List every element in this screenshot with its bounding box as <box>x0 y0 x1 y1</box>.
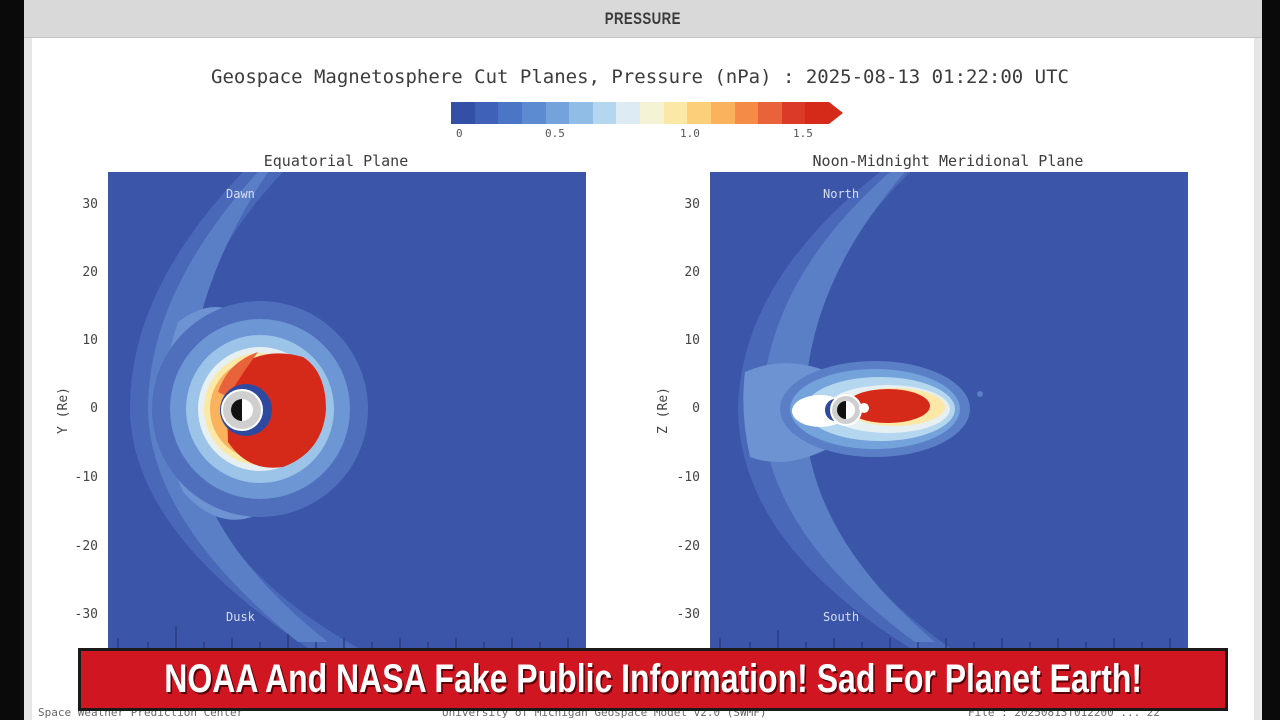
colorbar-segment <box>616 102 640 124</box>
north-label: North <box>823 187 860 201</box>
colorbar-segment <box>805 102 829 124</box>
right-plot-title: Noon-Midnight Meridional Plane <box>812 152 1084 170</box>
colorbar-segment <box>640 102 664 124</box>
equatorial-contour-svg <box>117 172 569 648</box>
dusk-label: Dusk <box>226 610 255 624</box>
south-label: South <box>823 610 860 624</box>
left-plot-title: Equatorial Plane <box>263 152 409 170</box>
colorbar-tick: 0.5 <box>545 127 565 140</box>
right-ytick: 10 <box>684 333 700 348</box>
colorbar-segment <box>569 102 593 124</box>
right-ytick: -10 <box>676 470 700 485</box>
colorbar-segment <box>545 102 570 124</box>
left-ytick: 10 <box>82 333 98 348</box>
left-ytick: 0 <box>90 401 98 416</box>
colorbar-tick: 1.0 <box>680 127 700 140</box>
colorbar-segment <box>592 102 617 124</box>
headline-banner: NOAA And NASA Fake Public Information! S… <box>78 648 1228 711</box>
colorbar-segment <box>781 102 806 124</box>
colorbar-segment <box>521 102 546 124</box>
right-ytick: 20 <box>684 265 700 280</box>
colorbar-tick: 1.5 <box>793 127 813 140</box>
meridional-contour-svg <box>719 172 1171 648</box>
colorbar-segment <box>734 102 759 124</box>
left-ytick: -20 <box>74 539 98 554</box>
right-ytick: 30 <box>684 197 700 212</box>
tab-title: PRESSURE <box>604 8 682 28</box>
equatorial-plane-plot: Dawn Dusk <box>108 172 586 648</box>
figure-title: Geospace Magnetosphere Cut Planes, Press… <box>211 66 1069 88</box>
colorbar-segment <box>710 102 735 124</box>
colorbar-segment <box>474 102 499 124</box>
right-ytick: -30 <box>676 607 700 622</box>
right-ytick: -20 <box>676 539 700 554</box>
left-ytick: 30 <box>82 197 98 212</box>
colorbar-tick: 0 <box>456 127 463 140</box>
tab-header[interactable]: PRESSURE <box>24 0 1262 38</box>
meridional-plane-plot: North South <box>710 172 1188 648</box>
colorbar-segment <box>663 102 688 124</box>
colorbar-segment <box>687 102 711 124</box>
colorbar-segment <box>498 102 522 124</box>
colorbar <box>451 102 829 124</box>
dawn-label: Dawn <box>226 187 255 201</box>
colorbar-arrow <box>829 102 843 124</box>
colorbar-segment <box>451 102 475 124</box>
left-ytick: -30 <box>74 607 98 622</box>
left-ytick: -10 <box>74 470 98 485</box>
colorbar-segment <box>758 102 782 124</box>
headline-text: NOAA And NASA Fake Public Information! S… <box>164 657 1142 701</box>
right-ytick: 0 <box>692 401 700 416</box>
right-plot-ylabel: Z (Re) <box>655 387 671 434</box>
left-ytick: 20 <box>82 265 98 280</box>
